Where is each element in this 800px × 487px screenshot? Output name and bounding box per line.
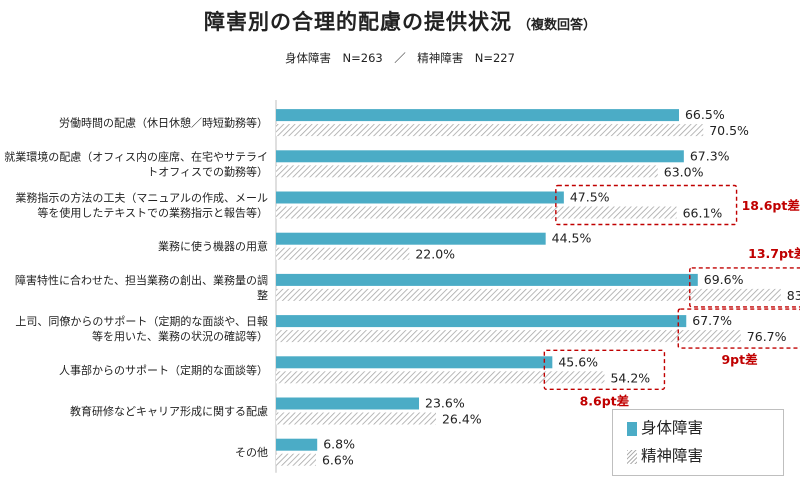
data-label-physical: 6.8% [323, 437, 355, 452]
category-label: 上司、同僚からのサポート（定期的な面談や、日報 [15, 314, 268, 328]
difference-annotation: 18.6pt差 [742, 198, 800, 213]
chart-legend: 身体障害 精神障害 [612, 409, 784, 476]
data-label-mental: 26.4% [442, 412, 482, 427]
data-label-physical: 45.6% [558, 354, 598, 369]
category-label: 等を用いた、業務の状況の確認等） [92, 329, 268, 343]
category-label: トオフィスでの勤務等） [147, 164, 268, 178]
data-label-mental: 6.6% [322, 453, 354, 468]
category-label: 障害特性に合わせた、担当業務の創出、業務量の調 [15, 273, 268, 287]
difference-box [543, 349, 666, 390]
bar-mental [276, 206, 677, 219]
bar-physical [276, 315, 687, 328]
difference-annotation: 8.6pt差 [580, 393, 630, 408]
data-label-physical: 67.7% [692, 313, 732, 328]
category-label: 整 [257, 288, 268, 302]
bar-mental [276, 330, 741, 343]
bar-physical [276, 438, 318, 451]
data-label-mental: 66.1% [683, 206, 723, 221]
chart-title: 障害別の合理的配慮の提供状況 （複数回答） [0, 6, 800, 36]
bar-physical [276, 273, 698, 286]
data-label-mental: 76.7% [747, 329, 787, 344]
bar-mental [276, 165, 658, 178]
category-label: 業務に使う機器の用意 [158, 239, 268, 253]
legend-swatch-solid [627, 421, 637, 436]
bar-physical [276, 356, 553, 369]
category-label: 教育研修などキャリア形成に関する配慮 [70, 404, 268, 418]
difference-annotation: 9pt差 [721, 352, 757, 367]
bar-physical [276, 397, 420, 410]
data-label-physical: 47.5% [570, 190, 610, 205]
category-label: 労働時間の配慮（休日休憩／時短勤務等） [59, 116, 268, 130]
bar-mental [276, 247, 410, 260]
category-label: 就業環境の配慮（オフィス内の座席、在宅やサテライ [4, 149, 268, 163]
chart-title-text: 障害別の合理的配慮の提供状況 [203, 10, 512, 34]
category-label: その他 [235, 446, 268, 459]
difference-annotation: 13.7pt差 [748, 246, 800, 261]
data-label-mental: 63.0% [664, 164, 704, 179]
category-label: 業務指示の方法の工夫（マニュアルの作成、メール [15, 191, 268, 205]
legend-item-mental: 精神障害 [627, 444, 703, 466]
bar-mental [276, 288, 781, 301]
difference-box [689, 267, 800, 308]
chart-subtitle: 身体障害 N=263 ／ 精神障害 N=227 [285, 51, 515, 65]
difference-box [555, 184, 738, 226]
bar-physical [276, 232, 546, 245]
bar-mental [276, 412, 436, 425]
category-label: 等を使用したテキストでの業務指示と報告等） [37, 206, 268, 220]
bar-mental [276, 124, 704, 137]
data-label-physical: 69.6% [704, 272, 744, 287]
chart-title-note: （複数回答） [517, 18, 596, 33]
legend-label-physical: 身体障害 [641, 419, 704, 437]
bar-mental [276, 371, 605, 384]
data-label-mental: 54.2% [610, 370, 650, 385]
data-label-mental: 83.3% [787, 288, 800, 303]
data-label-mental: 70.5% [709, 123, 749, 138]
data-label-physical: 23.6% [425, 396, 465, 411]
legend-item-physical: 身体障害 [627, 416, 703, 438]
legend-swatch-hatch [627, 449, 637, 464]
data-label-mental: 22.0% [415, 247, 455, 262]
data-label-physical: 67.3% [690, 148, 730, 163]
bar-physical [276, 150, 684, 163]
bar-physical [276, 109, 679, 122]
data-label-physical: 44.5% [552, 231, 592, 246]
data-label-physical: 66.5% [685, 107, 725, 122]
bar-physical [276, 191, 564, 204]
bar-mental [276, 453, 316, 466]
category-label: 人事部からのサポート（定期的な面談等） [59, 363, 268, 377]
difference-box [677, 308, 800, 349]
legend-label-mental: 精神障害 [641, 447, 704, 465]
